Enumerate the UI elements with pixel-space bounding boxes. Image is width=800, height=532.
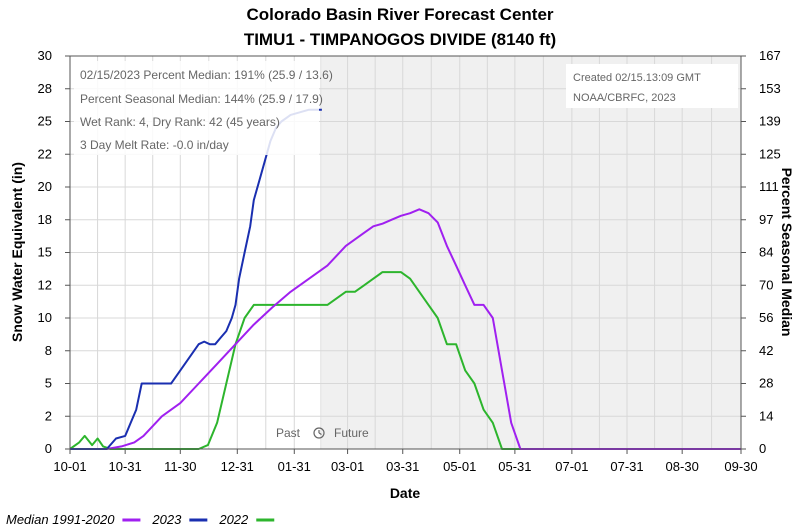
y2-tick-label: 153	[759, 81, 781, 96]
plot-area	[69, 55, 742, 450]
info-box-background	[74, 61, 319, 155]
info-box: 02/15/2023 Percent Median: 191% (25.9 / …	[74, 61, 333, 155]
x-tick-label: 03-01	[331, 459, 364, 474]
y2-tick-label: 97	[759, 212, 773, 227]
y2-tick-label: 167	[759, 48, 781, 63]
credit-line-1: Created 02/15.13:09 GMT	[573, 72, 701, 84]
legend-label: Median 1991-2020	[6, 512, 115, 527]
y-tick-label: 28	[38, 81, 52, 96]
y-tick-label: 25	[38, 114, 52, 129]
y2-tick-label: 84	[759, 245, 773, 260]
x-tick-label: 03-31	[386, 459, 419, 474]
y2-tick-label: 0	[759, 441, 766, 456]
y2-axis-ticks: 0 14 28 42 56 70 84 97 111 125 139 153 167	[741, 48, 781, 456]
y-tick-label: 12	[38, 277, 52, 292]
x-tick-label: 07-31	[610, 459, 643, 474]
y-tick-label: 20	[38, 179, 52, 194]
past-label: Past	[276, 426, 301, 440]
y2-tick-label: 125	[759, 146, 781, 161]
y2-axis-label: Percent Seasonal Median	[779, 168, 795, 337]
y-tick-label: 18	[38, 212, 52, 227]
y-tick-label: 30	[38, 48, 52, 63]
legend: Median 1991-2020 2023 2022	[6, 512, 275, 527]
y-axis-label: Snow Water Equivalent (in)	[9, 162, 25, 342]
series-line-median-1991-2020	[70, 208, 741, 450]
y-tick-label: 5	[45, 376, 52, 391]
x-tick-label: 08-30	[666, 459, 699, 474]
legend-label: 2022	[218, 512, 249, 527]
info-line-4: 3 Day Melt Rate: -0.0 in/day	[80, 138, 229, 152]
y-tick-label: 8	[45, 343, 52, 358]
y2-tick-label: 42	[759, 343, 773, 358]
x-tick-label: 10-31	[109, 459, 142, 474]
x-tick-label: 11-30	[164, 459, 196, 474]
clock-icon	[313, 427, 325, 439]
y2-tick-label: 14	[759, 408, 773, 423]
x-tick-label: 10-01	[53, 459, 86, 474]
chart-subtitle: TIMU1 - TIMPANOGOS DIVIDE (8140 ft)	[244, 30, 556, 49]
info-line-2: Percent Seasonal Median: 144% (25.9 / 17…	[80, 92, 323, 106]
y2-tick-label: 111	[759, 179, 779, 194]
y-tick-label: 10	[38, 310, 52, 325]
chart-title: Colorado Basin River Forecast Center	[246, 5, 553, 24]
legend-label: 2023	[151, 512, 182, 527]
y-tick-label: 2	[45, 408, 52, 423]
x-tick-label: 05-01	[443, 459, 476, 474]
y-tick-label: 22	[38, 146, 52, 161]
y-tick-label: 15	[38, 245, 52, 260]
x-tick-label: 05-31	[498, 459, 531, 474]
y-tick-label: 0	[45, 441, 52, 456]
future-label: Future	[334, 426, 369, 440]
y2-tick-label: 139	[759, 114, 781, 129]
x-axis-ticks: 10-01 10-31 11-30 12-31 01-31 03-01 03-31 05-01…	[53, 449, 758, 474]
y2-tick-label: 28	[759, 376, 773, 391]
credit-box-background	[566, 64, 738, 108]
chart-titles: Colorado Basin River Forecast Center TIM…	[244, 5, 556, 49]
y2-tick-label: 56	[759, 310, 773, 325]
x-tick-label: 07-01	[555, 459, 588, 474]
info-line-1: 02/15/2023 Percent Median: 191% (25.9 / …	[80, 68, 333, 82]
credit-box: Created 02/15.13:09 GMT NOAA/CBRFC, 2023	[566, 64, 738, 108]
credit-line-2: NOAA/CBRFC, 2023	[573, 92, 676, 104]
x-tick-label: 09-30	[724, 459, 757, 474]
x-tick-label: 12-31	[221, 459, 254, 474]
y2-tick-label: 70	[759, 277, 773, 292]
info-line-3: Wet Rank: 4, Dry Rank: 42 (45 years)	[80, 115, 280, 129]
x-axis-label: Date	[390, 485, 421, 501]
x-tick-label: 01-31	[278, 459, 311, 474]
past-future-marker: Past Future	[276, 426, 369, 440]
